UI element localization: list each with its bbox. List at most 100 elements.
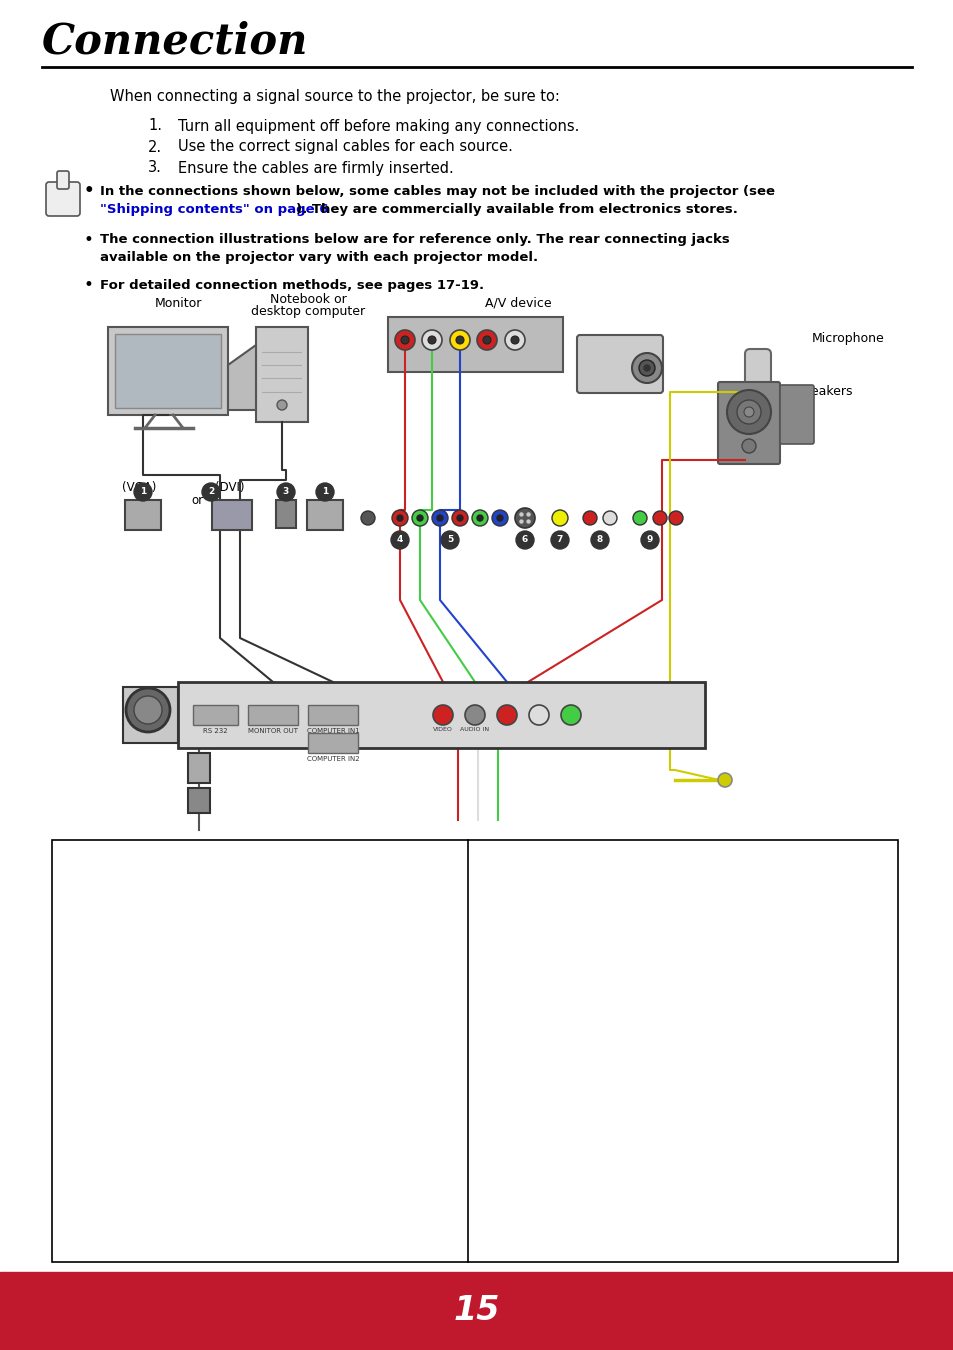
Bar [212, 500, 252, 531]
Circle shape [726, 390, 770, 433]
Text: 7.: 7. [481, 879, 495, 892]
Circle shape [529, 705, 548, 725]
Circle shape [590, 531, 608, 549]
Text: "Shipping contents" on page 6: "Shipping contents" on page 6 [100, 202, 328, 216]
Text: •: • [84, 182, 94, 200]
FancyBboxPatch shape [255, 327, 308, 423]
Bar [125, 500, 161, 531]
FancyBboxPatch shape [46, 182, 80, 216]
Text: Use the correct signal cables for each source.: Use the correct signal cables for each s… [178, 139, 513, 154]
Circle shape [472, 510, 488, 526]
Circle shape [668, 512, 682, 525]
Text: adapter cable: adapter cable [102, 945, 216, 958]
Circle shape [133, 697, 162, 724]
Text: Connection: Connection [42, 22, 308, 63]
Circle shape [433, 705, 453, 725]
Text: Video cable: Video cable [517, 857, 598, 871]
Circle shape [640, 531, 659, 549]
Text: VGA cable: VGA cable [102, 857, 173, 871]
Polygon shape [228, 346, 255, 410]
Text: AUDIO IN: AUDIO IN [460, 728, 489, 732]
Bar [178, 682, 704, 748]
Bar [307, 500, 343, 531]
Circle shape [737, 400, 760, 424]
Bar [248, 705, 297, 725]
Circle shape [476, 514, 482, 521]
Circle shape [412, 510, 428, 526]
Text: Notebook or: Notebook or [270, 293, 346, 306]
Text: 3.: 3. [66, 900, 79, 915]
Circle shape [551, 531, 568, 549]
Text: A/V device: A/V device [484, 297, 551, 310]
Circle shape [416, 514, 422, 521]
Text: S-Video cable: S-Video cable [102, 967, 195, 981]
Circle shape [743, 406, 753, 417]
Circle shape [560, 705, 580, 725]
Circle shape [519, 513, 522, 516]
Text: For detailed connection methods, see pages 17-19.: For detailed connection methods, see pag… [100, 278, 483, 292]
Text: In the connections shown below, some cables may not be included with the project: In the connections shown below, some cab… [100, 185, 774, 197]
Circle shape [400, 336, 409, 344]
Text: USB cable: USB cable [102, 900, 172, 915]
Text: 6.: 6. [481, 857, 495, 871]
FancyBboxPatch shape [57, 171, 69, 189]
Bar [188, 788, 210, 813]
Bar [193, 705, 237, 725]
FancyBboxPatch shape [744, 350, 770, 400]
Circle shape [718, 774, 731, 787]
Text: The connection illustrations below are for reference only. The rear connecting j: The connection illustrations below are f… [100, 234, 729, 247]
Text: ). They are commercially available from electronics stores.: ). They are commercially available from … [295, 202, 737, 216]
Bar [188, 753, 210, 783]
Circle shape [436, 514, 442, 521]
Circle shape [602, 512, 617, 525]
Text: 2.: 2. [148, 139, 162, 154]
Circle shape [450, 329, 470, 350]
Circle shape [633, 512, 646, 525]
Circle shape [360, 512, 375, 525]
Text: VIDEO: VIDEO [433, 728, 453, 732]
Circle shape [652, 512, 666, 525]
Circle shape [526, 520, 530, 522]
Text: 1.: 1. [148, 119, 162, 134]
Text: 5.: 5. [66, 967, 79, 981]
Circle shape [492, 510, 507, 526]
Circle shape [511, 336, 518, 344]
Circle shape [582, 512, 597, 525]
Circle shape [515, 508, 535, 528]
FancyBboxPatch shape [780, 385, 813, 444]
Text: Speakers: Speakers [794, 385, 852, 398]
Bar [52, 840, 897, 1262]
Circle shape [395, 329, 415, 350]
Text: 1.: 1. [66, 857, 79, 871]
Circle shape [315, 483, 334, 501]
Circle shape [428, 336, 436, 344]
Circle shape [482, 336, 491, 344]
Circle shape [516, 531, 534, 549]
Circle shape [519, 520, 522, 522]
Text: 3: 3 [283, 487, 289, 497]
Circle shape [552, 510, 567, 526]
Bar [115, 333, 221, 408]
Text: desktop computer: desktop computer [251, 305, 365, 319]
Text: Audio L/R cable: Audio L/R cable [517, 879, 625, 892]
Circle shape [464, 705, 484, 725]
Text: 7: 7 [557, 536, 562, 544]
Text: or: or [191, 494, 203, 506]
Text: Microphone: Microphone [811, 332, 883, 346]
Circle shape [396, 514, 402, 521]
Circle shape [643, 364, 649, 371]
Circle shape [631, 352, 661, 383]
Text: 8.: 8. [481, 900, 495, 915]
Text: 9: 9 [646, 536, 653, 544]
Text: 2.: 2. [66, 879, 79, 892]
Text: COMPUTER IN1: COMPUTER IN1 [306, 728, 359, 734]
Circle shape [276, 400, 287, 410]
FancyBboxPatch shape [108, 327, 228, 414]
Text: 6: 6 [521, 536, 528, 544]
Text: 9.: 9. [481, 923, 495, 937]
Circle shape [202, 483, 220, 501]
Text: COMPUTER IN2: COMPUTER IN2 [306, 756, 359, 761]
Circle shape [741, 439, 755, 454]
Text: (VGA): (VGA) [122, 482, 156, 494]
Bar [275, 500, 295, 528]
